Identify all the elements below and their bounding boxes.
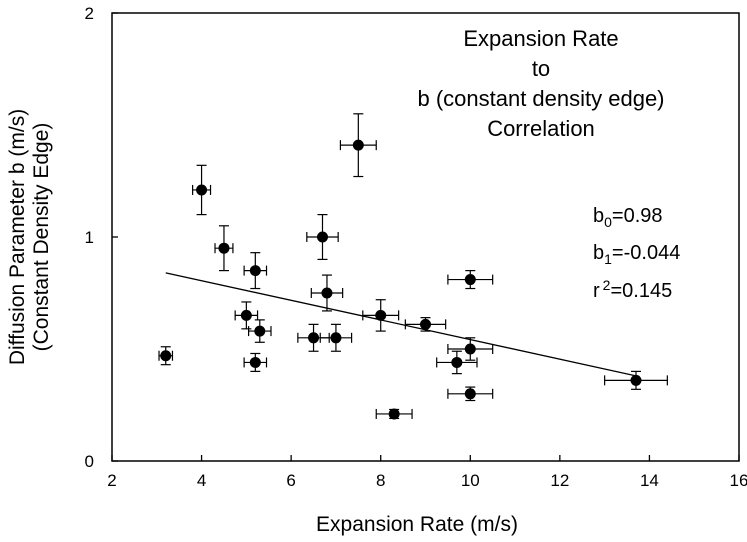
data-point [630,374,642,386]
data-point [308,332,320,344]
x-tick-label: 2 [107,471,116,490]
x-tick-label: 4 [197,471,206,490]
y-axis-title-line-2: (Constant Density Edge) [30,123,53,352]
x-tick-label: 12 [550,471,569,490]
y-tick-label: 0 [85,452,94,471]
data-point [352,139,364,151]
data-point [388,408,400,420]
chart-title-line: b (constant density edge) [417,86,664,111]
data-point [464,274,476,286]
x-tick-label: 8 [376,471,385,490]
data-point [249,265,261,277]
data-point [451,356,463,368]
data-point [254,325,266,337]
x-tick-label: 6 [286,471,295,490]
chart-title-line: Correlation [487,116,595,141]
x-tick-label: 16 [730,471,747,490]
x-tick-label: 14 [640,471,659,490]
data-point [321,287,333,299]
data-point [196,184,208,196]
y-tick-label: 1 [85,228,94,247]
x-tick-label: 10 [461,471,480,490]
data-point [160,350,172,362]
data-point [218,242,230,254]
data-point [330,332,342,344]
data-point [249,356,261,368]
data-point [240,309,252,321]
y-axis-title-line-1: Diffusion Parameter b (m/s) [6,109,29,365]
stat-b0: b0=0.98 [593,205,663,230]
regression-line [165,272,637,377]
chart-title-line: Expansion Rate [463,26,618,51]
data-point [464,343,476,355]
data-point [316,231,328,243]
data-point [464,388,476,400]
x-axis-title: Expansion Rate (m/s) [316,513,518,536]
data-point [375,309,387,321]
plot-frame [111,12,740,462]
stat-r2: r 2=0.145 [593,277,672,302]
stat-b1: b1=-0.044 [593,242,680,267]
data-point [420,318,431,330]
chart-title-line: to [532,56,550,81]
y-tick-label: 2 [85,4,94,23]
